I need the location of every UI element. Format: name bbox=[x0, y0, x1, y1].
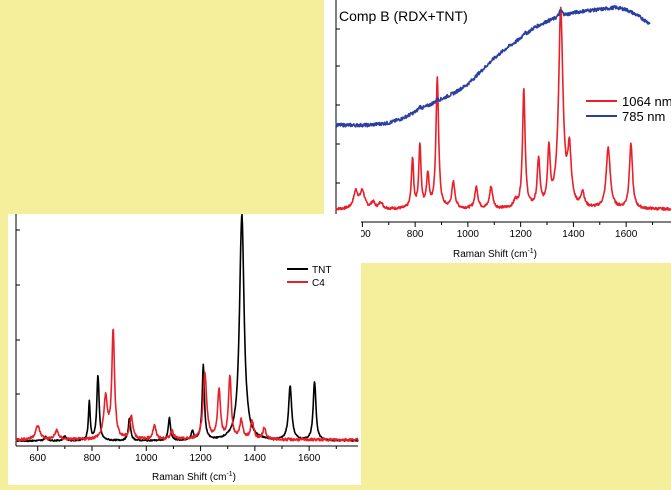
comp-b-x-axis-label-tail: ) bbox=[534, 249, 537, 260]
comp-b-raman-chart: 600 800 1000 1200 1400 1600 Comp B (RDX+TNT) … bbox=[335, 0, 671, 260]
tnt-c4-series-c4-line bbox=[15, 328, 359, 442]
tnt-c4-x-tick-label: 600 bbox=[29, 453, 46, 464]
comp-b-chart-title: Comp B (RDX+TNT) bbox=[339, 8, 468, 24]
legend-c4-label: C4 bbox=[312, 278, 325, 289]
tnt-c4-x-tick-label: 1000 bbox=[135, 453, 158, 464]
comp-b-x-tick-label: 1200 bbox=[510, 229, 533, 240]
tnt-c4-series bbox=[15, 213, 359, 443]
comp-b-x-tick-label: 1600 bbox=[615, 229, 638, 240]
legend-tnt-label: TNT bbox=[312, 265, 331, 276]
comp-b-series-1064-nm-line bbox=[335, 6, 671, 211]
comp-b-x-tick-label: 800 bbox=[407, 229, 424, 240]
comp-b-legend: 1064 nm 785 nm bbox=[586, 94, 671, 124]
tnt-c4-x-tick-label: 800 bbox=[84, 453, 101, 464]
tnt-c4-raman-chart: 600 800 1000 1200 1400 1600 Raman Shift (cm-1… bbox=[15, 213, 359, 483]
tnt-c4-x-axis-label: Raman Shift (cm-1) bbox=[152, 471, 236, 483]
legend-1064nm-label: 1064 nm bbox=[622, 94, 671, 109]
comp-b-x-tick-label: 1000 bbox=[457, 229, 480, 240]
comp-b-series-785-nm-line bbox=[335, 5, 651, 128]
comp-b-x-axis-label-sup: -1 bbox=[527, 248, 533, 255]
legend-785nm-label: 785 nm bbox=[622, 109, 665, 124]
tnt-c4-chart-panel: 600 800 1000 1200 1400 1600 Raman Shift (cm-1… bbox=[8, 213, 361, 485]
comp-b-chart-panel: 600 800 1000 1200 1400 1600 Comp B (RDX+TNT) … bbox=[324, 0, 671, 263]
tnt-c4-x-tick-label: 1400 bbox=[244, 453, 267, 464]
tnt-c4-x-tick-label: 1600 bbox=[298, 453, 321, 464]
comp-b-axes: 600 800 1000 1200 1400 1600 bbox=[335, 0, 671, 240]
tnt-c4-legend: TNT C4 bbox=[287, 265, 331, 289]
tnt-c4-axes: 600 800 1000 1200 1400 1600 bbox=[15, 214, 358, 464]
comp-b-x-tick-label: 600 bbox=[354, 229, 371, 240]
tnt-c4-x-tick-label: 1200 bbox=[189, 453, 212, 464]
comp-b-x-axis-label-main: Raman Shift (cm bbox=[453, 249, 527, 260]
comp-b-series bbox=[335, 5, 671, 211]
comp-b-x-tick-label: 1400 bbox=[562, 229, 585, 240]
comp-b-x-axis-label: Raman Shift (cm-1) bbox=[453, 248, 537, 260]
tnt-c4-series-tnt-line bbox=[15, 213, 359, 443]
tnt-c4-x-axis-label-tail: ) bbox=[233, 472, 236, 483]
tnt-c4-x-axis-label-main: Raman Shift (cm bbox=[152, 472, 226, 483]
tnt-c4-x-axis-label-sup: -1 bbox=[226, 471, 232, 478]
